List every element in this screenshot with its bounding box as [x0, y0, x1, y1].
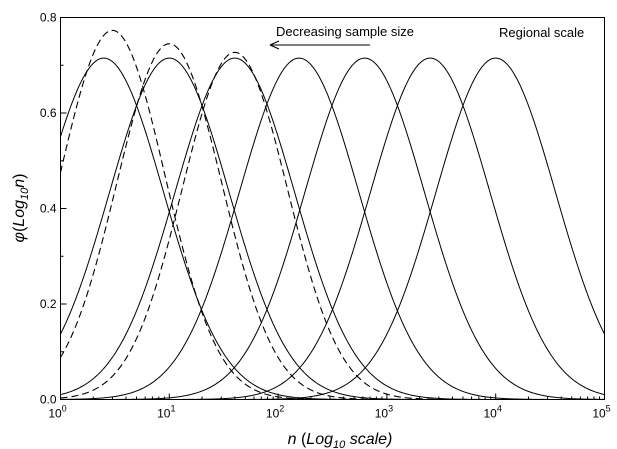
corner-label: Regional scale: [499, 25, 584, 40]
series-line-6: [60, 57, 605, 400]
y-axis: 0.0 0.2 0.4 0.6 0.8: [40, 11, 67, 407]
series-line-4: [60, 57, 605, 400]
x-tick-label-exp: 4: [497, 404, 502, 414]
x-tick-label: 104: [484, 404, 502, 421]
x-tick-label-exp: 5: [606, 404, 611, 414]
x-tick-label-base: 10: [157, 407, 171, 421]
x-tick-label: 102: [266, 404, 284, 421]
series-line-10: [59, 29, 605, 401]
x-tick-label: 105: [592, 404, 610, 421]
x-axis-title-var: n: [288, 431, 297, 448]
y-tick-label: 0.0: [40, 393, 57, 407]
x-tick-label: 100: [48, 404, 66, 421]
y-axis-title-var: φ: [11, 232, 28, 242]
y-axis-title-sub: 10: [19, 187, 31, 200]
x-tick-label-exp: 1: [170, 404, 175, 414]
x-tick-label: 101: [157, 404, 175, 421]
x-axis: 100 101 102 103 104 105: [48, 393, 611, 421]
y-axis-title: φ(Log10n): [11, 174, 31, 243]
x-tick-label-base: 10: [375, 407, 389, 421]
x-axis-title-rest: scale): [345, 431, 392, 448]
series-line-5: [60, 57, 605, 400]
y-axis-title-log: Log: [11, 200, 28, 227]
arrow-label: Decreasing sample size: [276, 24, 414, 39]
x-tick-label-base: 10: [266, 407, 280, 421]
x-tick-label-base: 10: [592, 407, 606, 421]
y-tick-label: 0.2: [40, 297, 57, 311]
y-tick-label: 0.8: [40, 11, 57, 25]
x-tick-label: 103: [375, 404, 393, 421]
series-line-1: [60, 57, 605, 400]
series-line-2: [60, 57, 605, 400]
x-axis-title-sub: 10: [333, 439, 346, 449]
series-group: [59, 29, 605, 401]
x-axis-title-open: (: [297, 431, 307, 448]
x-tick-label-base: 10: [484, 407, 498, 421]
series-line-3: [60, 57, 605, 400]
x-tick-label-exp: 0: [62, 404, 67, 414]
x-tick-label-exp: 3: [388, 404, 393, 414]
x-tick-label-base: 10: [48, 407, 62, 421]
x-tick-label-exp: 2: [279, 404, 284, 414]
y-axis-title-close: ): [11, 174, 28, 179]
plot-frame: [60, 17, 605, 400]
series-line-9: [60, 43, 605, 401]
y-axis-title-var2: n: [11, 179, 28, 188]
arrow-head: [269, 40, 280, 50]
series-line-7: [60, 57, 605, 400]
x-axis-title: n (Log10 scale): [288, 431, 393, 449]
y-tick-label: 0.4: [40, 202, 57, 216]
x-axis-title-log: Log: [306, 431, 333, 448]
y-axis-title-open: (: [11, 226, 28, 232]
arrow-annotation: Decreasing sample size: [269, 24, 414, 50]
y-tick-label: 0.6: [40, 106, 57, 120]
